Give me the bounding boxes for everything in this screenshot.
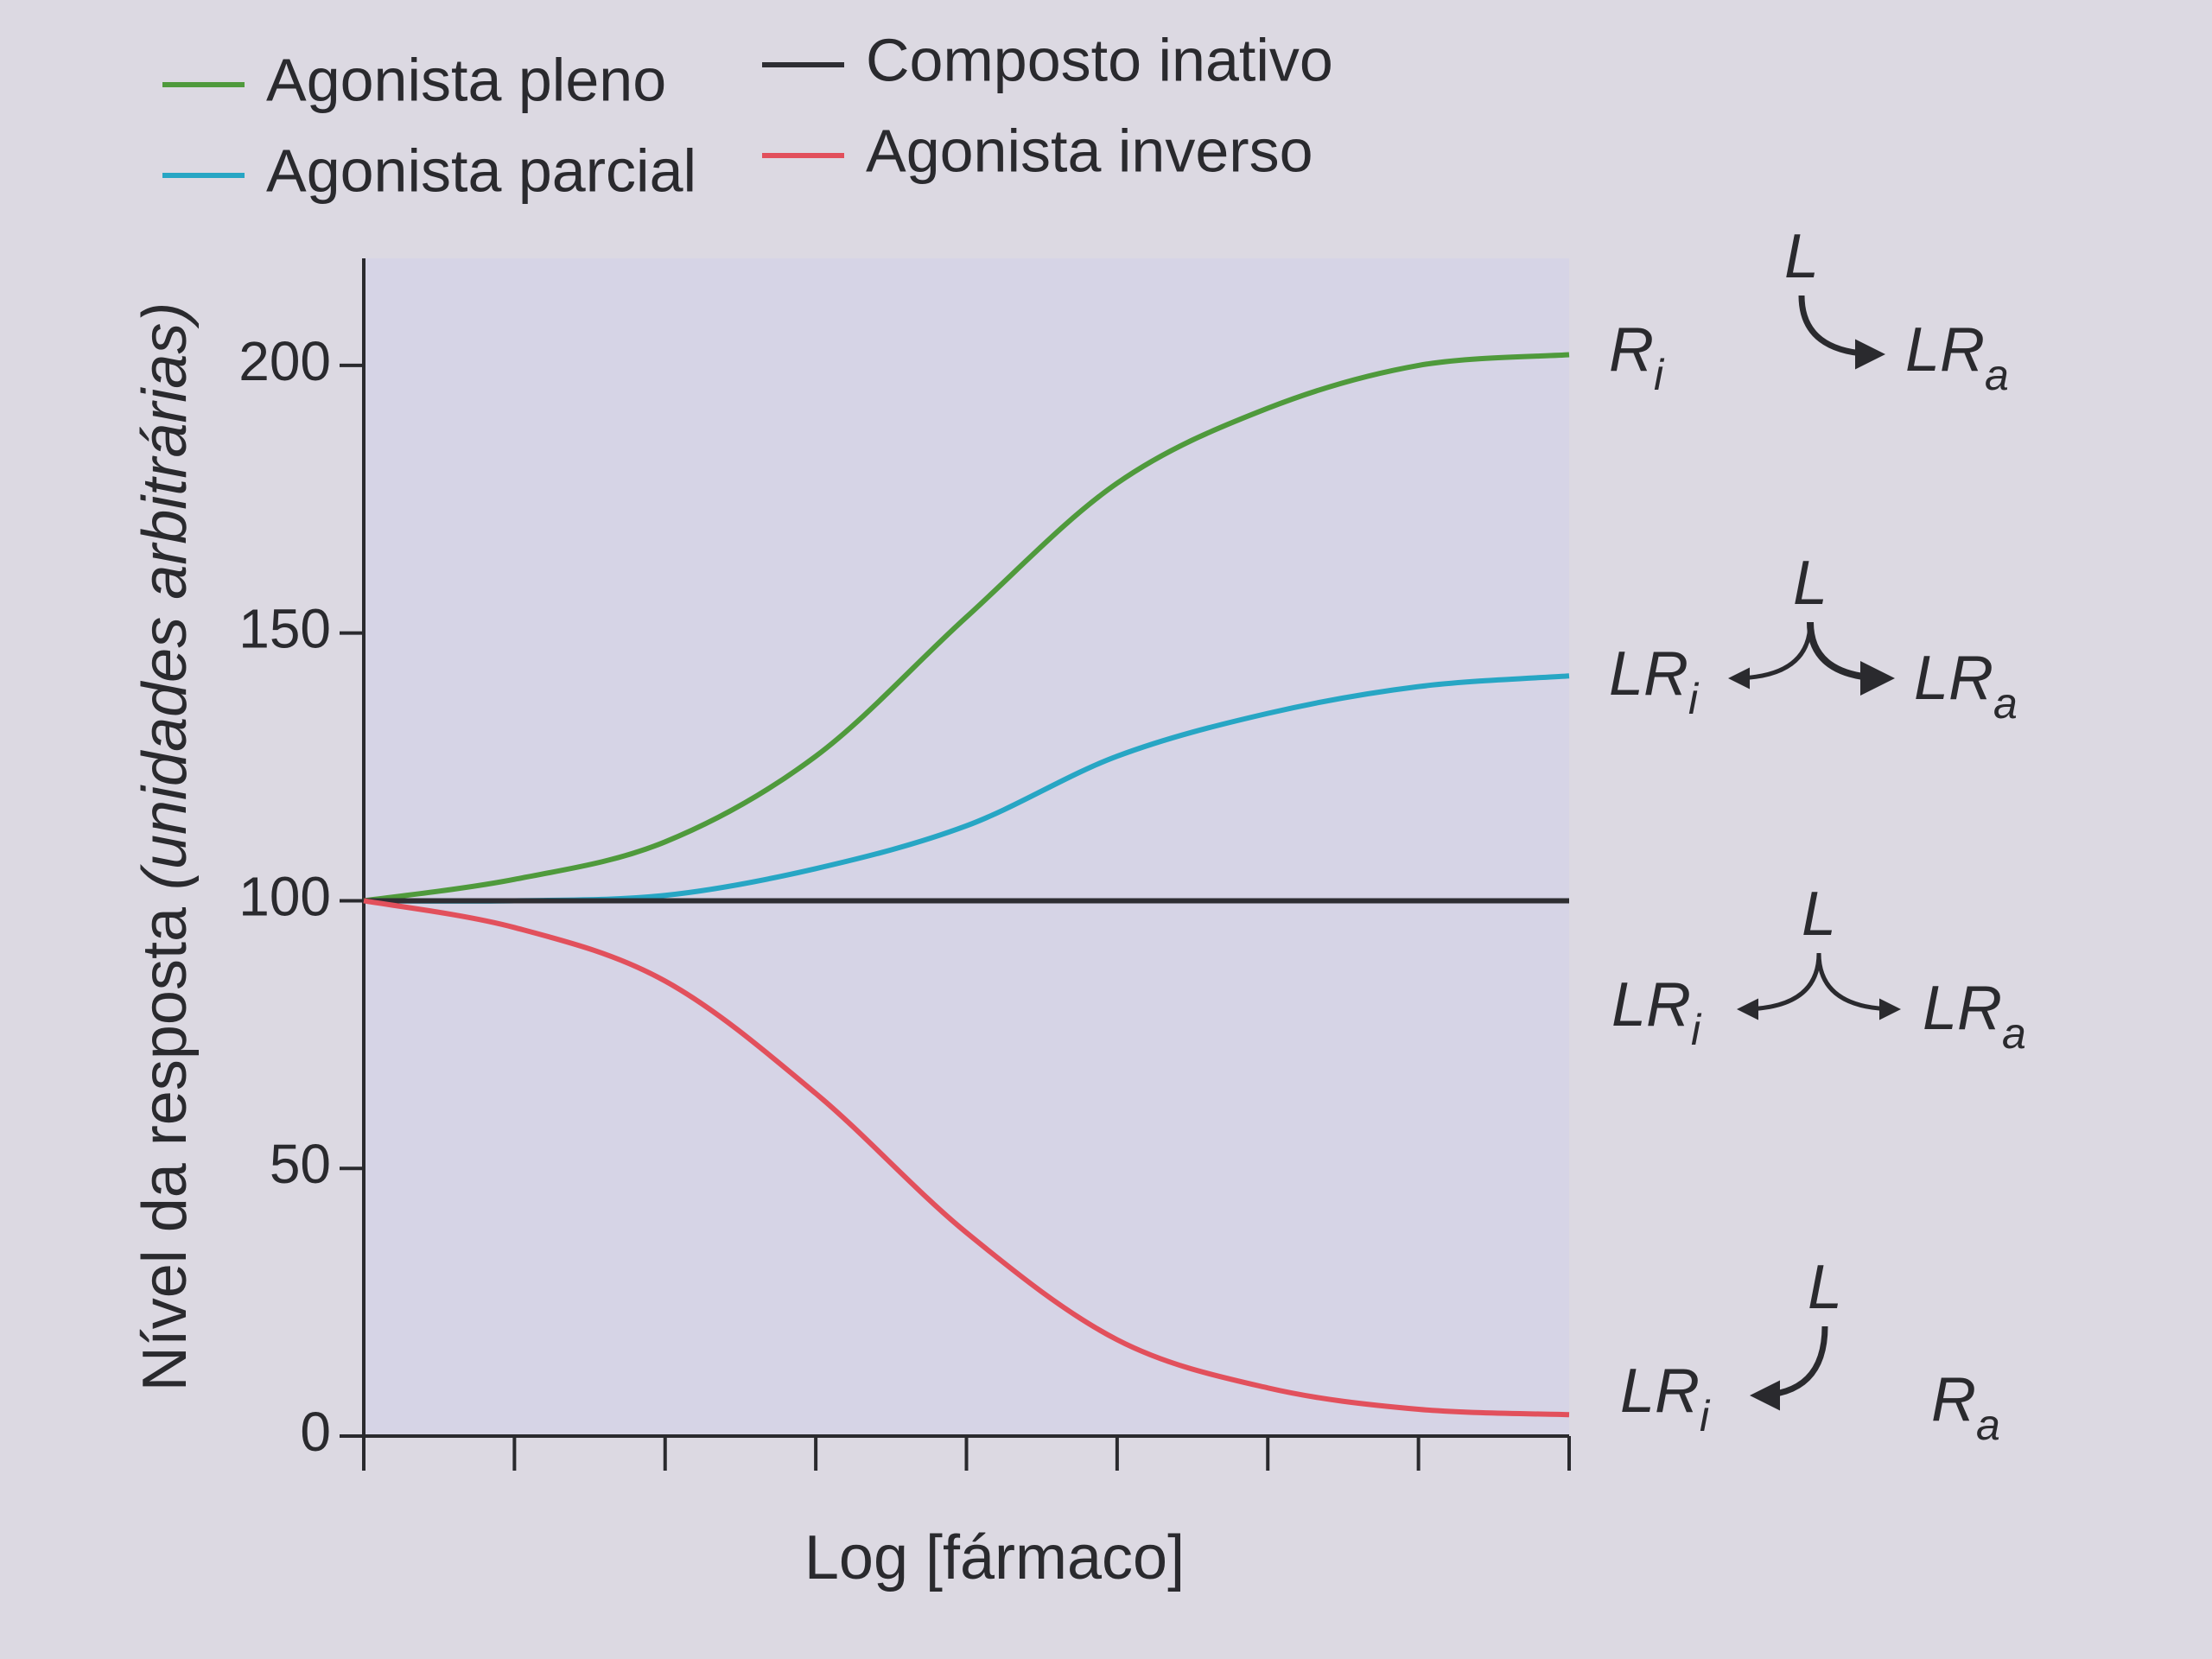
- state-right-main: LR: [1914, 644, 1993, 713]
- y-tick-label: 50: [270, 1133, 331, 1195]
- state-right: LRa: [1923, 974, 2026, 1058]
- series-line: [363, 352, 1570, 904]
- y-axis-title-unit: (unidades arbitrárias): [130, 302, 200, 890]
- state-left-main: R: [1609, 315, 1654, 385]
- state-right-sub: a: [2002, 1009, 2026, 1058]
- state-right: LRa: [1914, 644, 2018, 728]
- ligand-label: L: [1802, 880, 1836, 949]
- y-tick-label: 100: [238, 865, 331, 927]
- state-left: LRi: [1609, 639, 1700, 723]
- state-right-sub: a: [1985, 351, 2009, 399]
- series-line: [363, 898, 1570, 1418]
- state-left-sub: i: [1691, 1006, 1702, 1054]
- legend-label: Agonista parcial: [266, 137, 696, 204]
- state-left-main: LR: [1611, 970, 1691, 1039]
- y-axis-title-main: Nível da resposta: [130, 906, 200, 1391]
- state-left-main: LR: [1620, 1357, 1700, 1426]
- state-left: LRi: [1620, 1357, 1711, 1440]
- reaction-arrow: [1798, 295, 1885, 370]
- reaction-arrow: [1737, 952, 1821, 1020]
- ligand-label: L: [1784, 222, 1819, 291]
- legend-label: Composto inativo: [866, 26, 1333, 93]
- state-left: LRi: [1611, 970, 1702, 1054]
- x-axis-title: Log [fármaco]: [804, 1523, 1185, 1592]
- y-tick-label: 200: [238, 330, 331, 392]
- state-right-main: LR: [1905, 315, 1985, 385]
- plot-area: [364, 258, 1569, 1436]
- state-right: Ra: [1931, 1365, 2000, 1449]
- state-left-sub: i: [1654, 351, 1665, 399]
- state-left-sub: i: [1688, 675, 1700, 723]
- ligand-label: L: [1793, 549, 1827, 618]
- reaction-arrow: [1750, 1325, 1828, 1411]
- state-right-sub: a: [1976, 1401, 2000, 1449]
- state-right-main: R: [1931, 1365, 1976, 1434]
- state-left-main: LR: [1609, 639, 1688, 709]
- ligand-label: L: [1808, 1253, 1842, 1322]
- y-axis-title: Nível da resposta (unidades arbitrárias): [130, 302, 200, 1392]
- y-tick-label: 150: [238, 598, 331, 660]
- legend-label: Agonista pleno: [266, 46, 666, 113]
- state-right-sub: a: [1993, 679, 2018, 728]
- state-right: LRa: [1905, 315, 2009, 399]
- state-left-sub: i: [1700, 1392, 1711, 1440]
- state-left: Ri: [1609, 315, 1665, 399]
- state-right-main: LR: [1923, 974, 2002, 1043]
- legend-label: Agonista inverso: [866, 117, 1313, 184]
- y-tick-label: 0: [300, 1401, 331, 1463]
- reaction-arrow: [1728, 621, 1813, 690]
